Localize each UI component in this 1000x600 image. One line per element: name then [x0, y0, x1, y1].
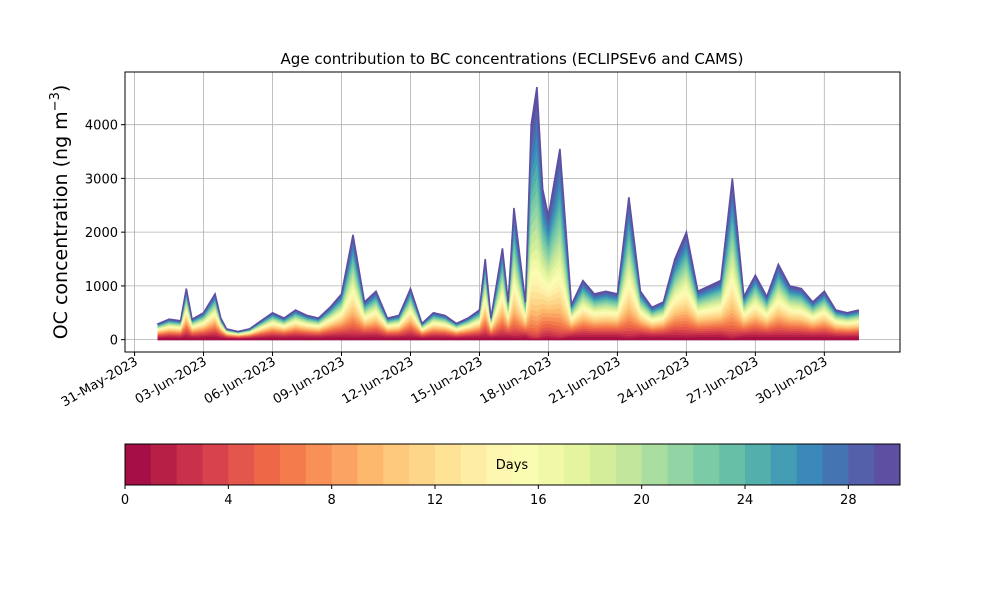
colorbar-bin	[460, 444, 488, 485]
colorbar-bin	[280, 444, 307, 485]
y-tick-label: 2000	[85, 226, 118, 241]
colorbar-tick-label: 24	[737, 493, 754, 508]
colorbar-bin	[745, 444, 772, 485]
colorbar-bin	[641, 444, 668, 485]
colorbar-bin	[486, 444, 513, 485]
colorbar-bin	[331, 444, 358, 485]
colorbar-bin	[435, 444, 462, 485]
colorbar-tick-label: 12	[427, 493, 444, 508]
colorbar-bin	[383, 444, 410, 485]
colorbar-ticks: 0 4 8 12 16 20 24 28	[121, 485, 857, 508]
colorbar-bin	[228, 444, 255, 485]
colorbar-bin	[150, 444, 178, 485]
colorbar-tick-label: 0	[121, 493, 129, 508]
colorbar-tick-label: 20	[633, 493, 650, 508]
plot-area: 31-May-202303-Jun-202306-Jun-202309-Jun-…	[59, 71, 901, 410]
colorbar-bin	[125, 444, 152, 485]
colorbar-bin	[719, 444, 746, 485]
colorbar-bin	[615, 444, 643, 485]
y-axis-label: OC concentration (ng m−3)	[48, 85, 72, 340]
colorbar-tick-label: 8	[328, 493, 336, 508]
colorbar-bin	[202, 444, 229, 485]
colorbar-bin	[822, 444, 849, 485]
colorbar-bin	[512, 444, 539, 485]
y-tick-label: 0	[110, 334, 118, 349]
y-tick-label: 1000	[85, 280, 118, 295]
colorbar-bins	[125, 444, 901, 485]
colorbar-bin	[770, 444, 798, 485]
colorbar-bin	[667, 444, 694, 485]
colorbar-tick-label: 16	[530, 493, 547, 508]
colorbar-bin	[254, 444, 281, 485]
colorbar-bin	[590, 444, 617, 485]
colorbar-bin	[176, 444, 203, 485]
y-axis: 0 1000 2000 3000 4000	[85, 119, 125, 349]
colorbar-bin	[848, 444, 875, 485]
total-outline	[156, 86, 859, 333]
y-axis-label-exponent: −3	[48, 92, 63, 111]
y-axis-label-close: )	[50, 85, 72, 92]
colorbar-bin	[305, 444, 333, 485]
colorbar-frame	[124, 443, 901, 486]
plot-frame	[124, 71, 901, 353]
colorbar-bin	[874, 444, 901, 485]
stacked-areas	[156, 86, 859, 341]
colorbar-bin	[796, 444, 823, 485]
y-axis-label-main: OC concentration (ng m	[50, 111, 72, 339]
colorbar: Days 0 4 8 12 16 20 24 28	[121, 443, 901, 508]
colorbar-bin	[357, 444, 384, 485]
colorbar-tick-label: 28	[840, 493, 857, 508]
colorbar-bin	[409, 444, 436, 485]
colorbar-tick-label: 4	[224, 493, 232, 508]
chart-title: Age contribution to BC concentrations (E…	[281, 50, 744, 68]
colorbar-bin	[538, 444, 565, 485]
colorbar-label: Days	[496, 458, 529, 473]
y-tick-label: 3000	[85, 172, 118, 187]
y-tick-label: 4000	[85, 119, 118, 134]
colorbar-bin	[693, 444, 720, 485]
colorbar-bin	[564, 444, 591, 485]
